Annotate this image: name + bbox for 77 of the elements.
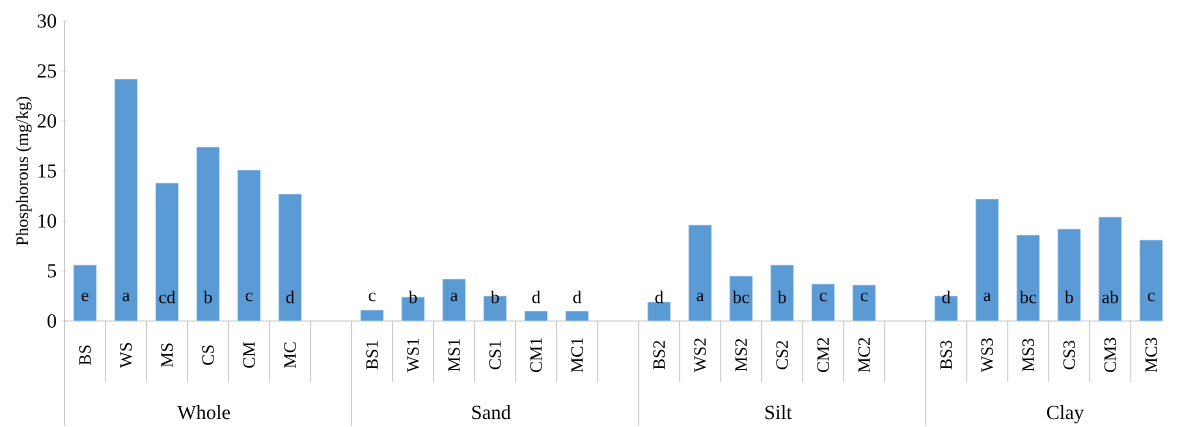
x-tick-label: CM2 [817,338,829,373]
bar [729,275,753,322]
data-label: a [696,292,704,302]
x-tick-label: MC2 [858,338,870,373]
data-label: d [655,290,664,304]
x-tick-label: MC1 [571,338,583,373]
x-tick-label: MC3 [1145,337,1158,373]
y-tick-label: 5 [47,264,57,278]
bar [278,193,302,322]
bar [1139,239,1163,322]
x-tick-label: WS [120,343,132,368]
x-tick-label: WS1 [407,338,419,373]
data-label: c [245,292,253,302]
y-tick-label: 0 [47,314,57,328]
bar [114,78,138,322]
data-label: a [122,292,130,302]
y-tick-label: 15 [38,164,57,178]
data-label: a [450,292,458,302]
data-label: b [1064,290,1074,304]
bar [852,284,876,322]
x-tick-label: CS2 [776,341,788,370]
x-tick-label: MS3 [1022,338,1034,372]
text: Whole [177,405,230,420]
data-label: c [1147,292,1155,302]
bar [688,224,712,322]
bar [1057,228,1081,322]
bar [524,310,548,322]
data-label: a [983,292,991,302]
bar [196,146,220,322]
data-label: cd [159,290,176,304]
data-label: ab [1102,290,1119,304]
x-tick-label: MS2 [735,339,747,372]
x-tick-label: WS2 [694,338,706,373]
bar [73,264,97,322]
bar [237,169,261,322]
text: Clay [1047,405,1084,424]
bar [565,310,589,322]
x-tick-label: CM3 [1104,337,1117,373]
data-label: bc [1019,290,1037,304]
x-tick-label: BS1 [366,341,378,370]
bar [1098,216,1122,322]
x-tick-label: CS3 [1063,340,1075,370]
data-label: b [777,290,786,304]
x-tick-label: MS [161,343,173,368]
bar [1016,234,1040,322]
bar [770,264,794,322]
text: Silt [765,405,792,420]
y-tick-label: 20 [37,114,57,128]
data-label: b [203,290,212,304]
x-tick-label: BS2 [653,341,665,370]
x-tick-label: CS [202,345,214,365]
y-tick-label: 10 [38,214,57,228]
bar [975,198,999,322]
x-tick-label: WS3 [981,338,994,373]
bar [811,283,835,322]
data-label: d [573,290,582,304]
bar [360,309,384,322]
y-axis-title: Phosphorous (mg/kg) [15,96,32,246]
bar [442,278,466,322]
x-tick-label: CM [243,342,255,368]
data-label: c [860,292,868,302]
x-tick-label: MS1 [448,339,460,372]
data-label: c [819,292,827,302]
bar [155,182,179,322]
data-label: e [81,292,89,302]
y-tick-label: 25 [37,64,57,78]
data-label: c [368,292,376,302]
data-label: d [532,290,541,304]
data-label: bc [732,290,750,304]
x-tick-label: BS3 [940,340,952,370]
x-tick-label: CM1 [530,338,542,373]
x-tick-label: BS [79,345,91,366]
x-tick-label: MC [284,342,296,368]
data-label: d [286,290,295,304]
text: Sand [472,405,511,420]
x-tick-label: CS1 [489,341,501,370]
y-tick-label: 30 [37,14,57,28]
